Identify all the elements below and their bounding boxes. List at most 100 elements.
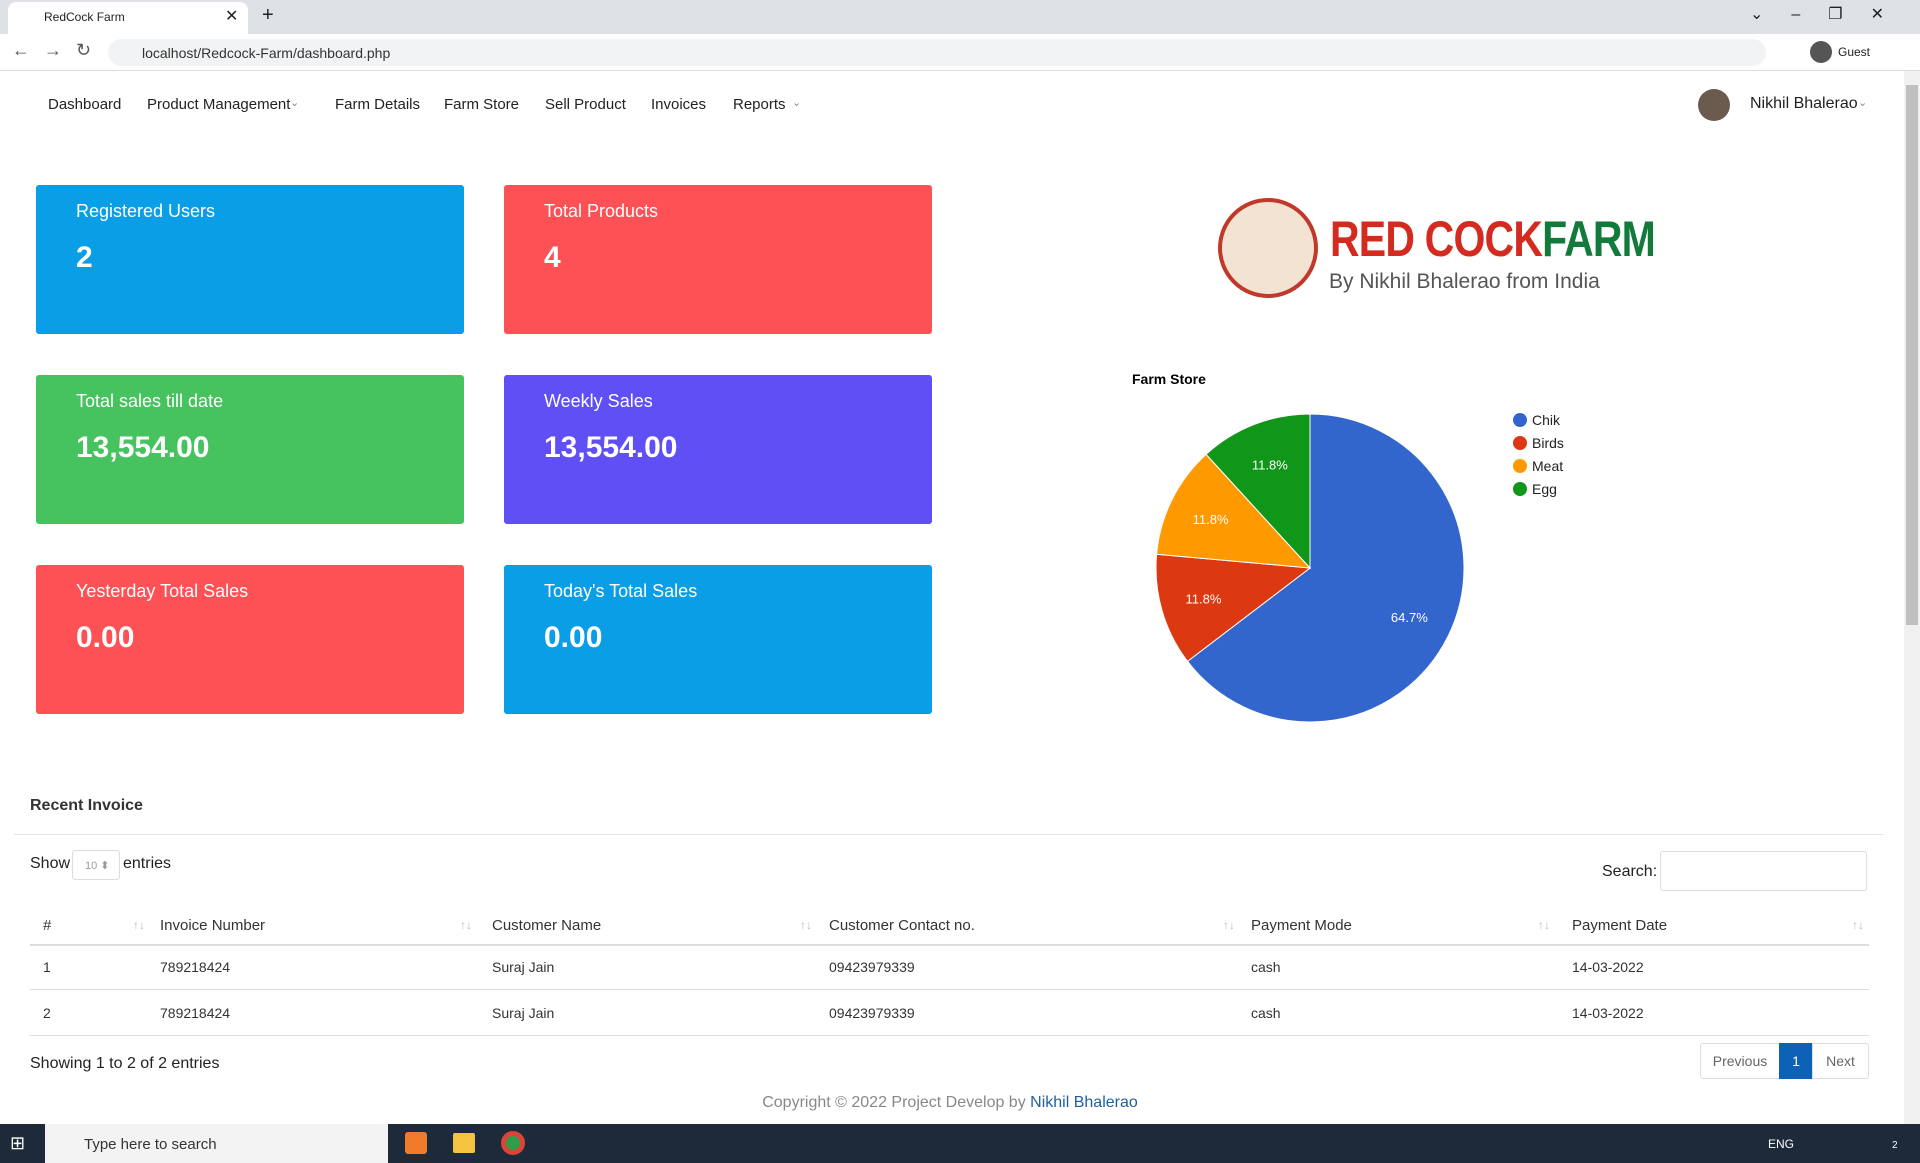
table-cell: Suraj Jain (492, 1005, 555, 1021)
page-size-select[interactable]: 10 ⬍ (72, 850, 120, 880)
table-cell: 14-03-2022 (1572, 959, 1644, 975)
table-cell: 09423979339 (829, 1005, 915, 1021)
stat-card: Weekly Sales 13,554.00 (504, 375, 932, 524)
logo-green: FARM (1542, 211, 1656, 267)
legend-swatch (1513, 482, 1527, 496)
tab[interactable] (8, 2, 248, 34)
slice-label: 11.8% (1252, 458, 1288, 473)
card-label: Today's Total Sales (544, 581, 698, 601)
table-cell: cash (1251, 1005, 1281, 1021)
caret: ⌄ (792, 97, 802, 109)
table-cell: 789218424 (160, 959, 231, 975)
card-label: Total sales till date (76, 391, 224, 411)
app-icon[interactable] (405, 1132, 427, 1154)
footer-text: Copyright © 2022 Project Develop by (762, 1094, 1026, 1111)
pie-slice (1155, 553, 1312, 663)
nav-item[interactable]: Product Management (147, 96, 291, 113)
table-cell: 789218424 (160, 1005, 231, 1021)
table-cell: 1 (43, 959, 51, 975)
sort-icon: ↑↓ (1223, 918, 1235, 932)
card-value: 13,554.00 (76, 431, 210, 464)
page-size: 10 (85, 860, 98, 872)
slice-label: 11.8% (1193, 512, 1229, 527)
sort-icon: ↑↓ (133, 918, 145, 932)
card-label: Weekly Sales (544, 391, 653, 411)
nav-item[interactable]: Dashboard (48, 96, 122, 113)
legend-swatch (1513, 459, 1527, 473)
legend-label: Egg (1532, 481, 1557, 497)
search-input[interactable] (1660, 851, 1867, 891)
sort-icon: ↑↓ (460, 918, 472, 932)
table-cell: 2 (43, 1005, 51, 1021)
pie-slice (1186, 413, 1465, 723)
entries-label: entries (123, 855, 172, 872)
logo-tagline: By Nikhil Bhalerao from India (1329, 270, 1600, 293)
column-header[interactable]: Invoice Number (160, 917, 266, 934)
nav-item[interactable]: Invoices (651, 96, 707, 113)
chart-title: Farm Store (1132, 371, 1206, 387)
column-header[interactable]: # (43, 917, 52, 934)
tab-close[interactable]: ✕ (225, 8, 239, 25)
notification-badge[interactable]: 2 (1892, 1140, 1898, 1151)
profile-icon (1810, 41, 1832, 63)
row-line (30, 989, 1869, 990)
page-button[interactable]: 1 (1779, 1043, 1813, 1079)
card-value: 0.00 (544, 621, 603, 654)
column-header[interactable]: Payment Mode (1251, 917, 1352, 934)
table-info: Showing 1 to 2 of 2 entries (30, 1055, 220, 1072)
card-label: Total Products (544, 201, 659, 221)
nav-buttons[interactable]: ←→↻ (12, 40, 106, 60)
app-icon[interactable] (453, 1133, 475, 1153)
footer-author[interactable]: Nikhil Bhalerao (1030, 1094, 1138, 1111)
avatar (1698, 89, 1730, 121)
table-cell: 14-03-2022 (1572, 1005, 1644, 1021)
table-cell: Suraj Jain (492, 959, 555, 975)
start-button[interactable]: ⊞ (10, 1133, 26, 1153)
next-button[interactable]: Next (1812, 1043, 1869, 1079)
caret: ⌄ (290, 97, 300, 109)
legend-label: Meat (1532, 458, 1563, 474)
address-bar[interactable] (108, 39, 1766, 66)
prev-button[interactable]: Previous (1700, 1043, 1780, 1079)
column-header[interactable]: Customer Name (492, 917, 602, 934)
taskbar-search[interactable] (45, 1124, 388, 1163)
section-title: Recent Invoice (30, 797, 143, 814)
card-value: 0.00 (76, 621, 135, 654)
tray-lang: ENG (1768, 1137, 1795, 1151)
slice-label: 64.7% (1391, 610, 1428, 625)
user-name[interactable]: Nikhil Bhalerao (1750, 95, 1858, 112)
column-header[interactable]: Payment Date (1572, 917, 1668, 934)
scroll-thumb[interactable] (1906, 85, 1918, 625)
stat-card: Today's Total Sales 0.00 (504, 565, 932, 714)
legend-swatch (1513, 413, 1527, 427)
pie-slice (1156, 453, 1312, 569)
nav-item[interactable]: Farm Store (444, 96, 520, 113)
search-label: Search: (1602, 863, 1658, 880)
stat-card: Total Products 4 (504, 185, 932, 334)
nav-item[interactable]: Reports (733, 96, 786, 113)
new-tab[interactable]: + (262, 4, 274, 26)
legend-label: Birds (1532, 435, 1564, 451)
taskbar-search-text: Type here to search (84, 1136, 217, 1153)
logo-rooster (1218, 198, 1318, 298)
profile[interactable]: Guest (1838, 45, 1871, 59)
row-line (30, 1035, 1869, 1036)
card-value: 4 (544, 241, 561, 274)
table-cell: cash (1251, 959, 1281, 975)
logo-title: RED COCKFARM (1330, 210, 1656, 268)
pie-slice (1205, 413, 1311, 570)
card-label: Yesterday Total Sales (76, 581, 249, 601)
nav-item[interactable]: Farm Details (335, 96, 421, 113)
url: localhost/Redcock-Farm/dashboard.php (142, 45, 391, 61)
card-value: 13,554.00 (544, 431, 678, 464)
nav-item[interactable]: Sell Product (545, 96, 626, 113)
table-cell: 09423979339 (829, 959, 915, 975)
window-controls[interactable]: ⌄–❐✕ (1750, 6, 1913, 23)
tab-bar (0, 0, 1920, 34)
app-icon[interactable] (501, 1131, 525, 1155)
pie-chart: Farm Store 64.7% Chik 11.8% Birds 11.8% Meat 1… (1132, 371, 1564, 723)
column-header[interactable]: Customer Contact no. (829, 917, 975, 934)
divider (14, 834, 1884, 835)
sort-icon: ↑↓ (1538, 918, 1550, 932)
